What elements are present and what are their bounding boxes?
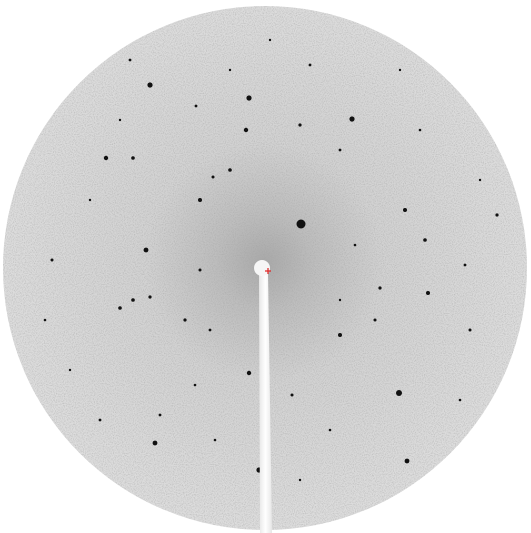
diffraction-spot	[199, 269, 202, 272]
diffraction-spot	[349, 116, 354, 121]
diffraction-spot	[378, 286, 381, 289]
diffraction-spot	[194, 384, 197, 387]
diffraction-spot	[153, 441, 158, 446]
diffraction-spot	[229, 69, 231, 71]
diffraction-spot	[195, 105, 198, 108]
diffraction-image	[0, 0, 531, 533]
diffraction-spot	[119, 119, 121, 121]
diffraction-spot	[405, 459, 410, 464]
diffraction-spot	[374, 319, 377, 322]
diffraction-spot	[469, 329, 472, 332]
diffraction-spot	[131, 298, 135, 302]
diffraction-spot	[89, 199, 91, 201]
diffraction-spot	[131, 156, 135, 160]
diffraction-spot	[459, 399, 462, 402]
diffraction-spot	[247, 371, 251, 375]
diffraction-spot	[129, 59, 132, 62]
diffraction-spot	[291, 394, 294, 397]
diffraction-spot	[403, 208, 407, 212]
diffraction-spot	[51, 259, 54, 262]
page: {} html, body { margin: 0; padding: 0; b…	[0, 0, 531, 533]
diffraction-spot	[246, 95, 251, 100]
diffraction-spot	[159, 414, 162, 417]
diffraction-spot	[339, 299, 341, 301]
diffraction-spot	[419, 129, 422, 132]
diffraction-spot	[354, 244, 357, 247]
diffraction-spot	[209, 329, 212, 332]
diffraction-spot	[495, 213, 498, 216]
diffraction-spot	[338, 333, 342, 337]
diffraction-spot	[269, 39, 271, 41]
diffraction-spot	[339, 149, 342, 152]
diffraction-spot	[104, 156, 108, 160]
diffraction-spot	[44, 319, 47, 322]
diffraction-spot	[148, 295, 151, 298]
diffraction-spot	[329, 429, 332, 432]
diffraction-spot	[298, 123, 301, 126]
diffraction-spot	[426, 291, 430, 295]
diffraction-spot	[309, 64, 312, 67]
body: (() => { const g = document.getElementBy…	[0, 0, 531, 533]
diffraction-spot	[244, 128, 248, 132]
diffraction-spot	[198, 198, 202, 202]
diffraction-spot	[399, 69, 401, 71]
diffraction-spot	[99, 419, 102, 422]
diffraction-spot	[214, 439, 217, 442]
diffraction-spot	[69, 369, 71, 371]
diffraction-spot	[212, 176, 215, 179]
diffraction-spot	[147, 82, 152, 87]
diffraction-spot	[299, 479, 301, 481]
diffraction-spot	[423, 238, 427, 242]
diffraction-spot	[144, 248, 149, 253]
diffraction-spot	[297, 220, 306, 229]
diffraction-spot	[118, 306, 122, 310]
diffraction-spot	[479, 179, 481, 181]
diffraction-spot	[183, 318, 186, 321]
diffraction-spot	[228, 168, 232, 172]
diffraction-spot	[464, 264, 467, 267]
diffraction-spot	[396, 390, 402, 396]
